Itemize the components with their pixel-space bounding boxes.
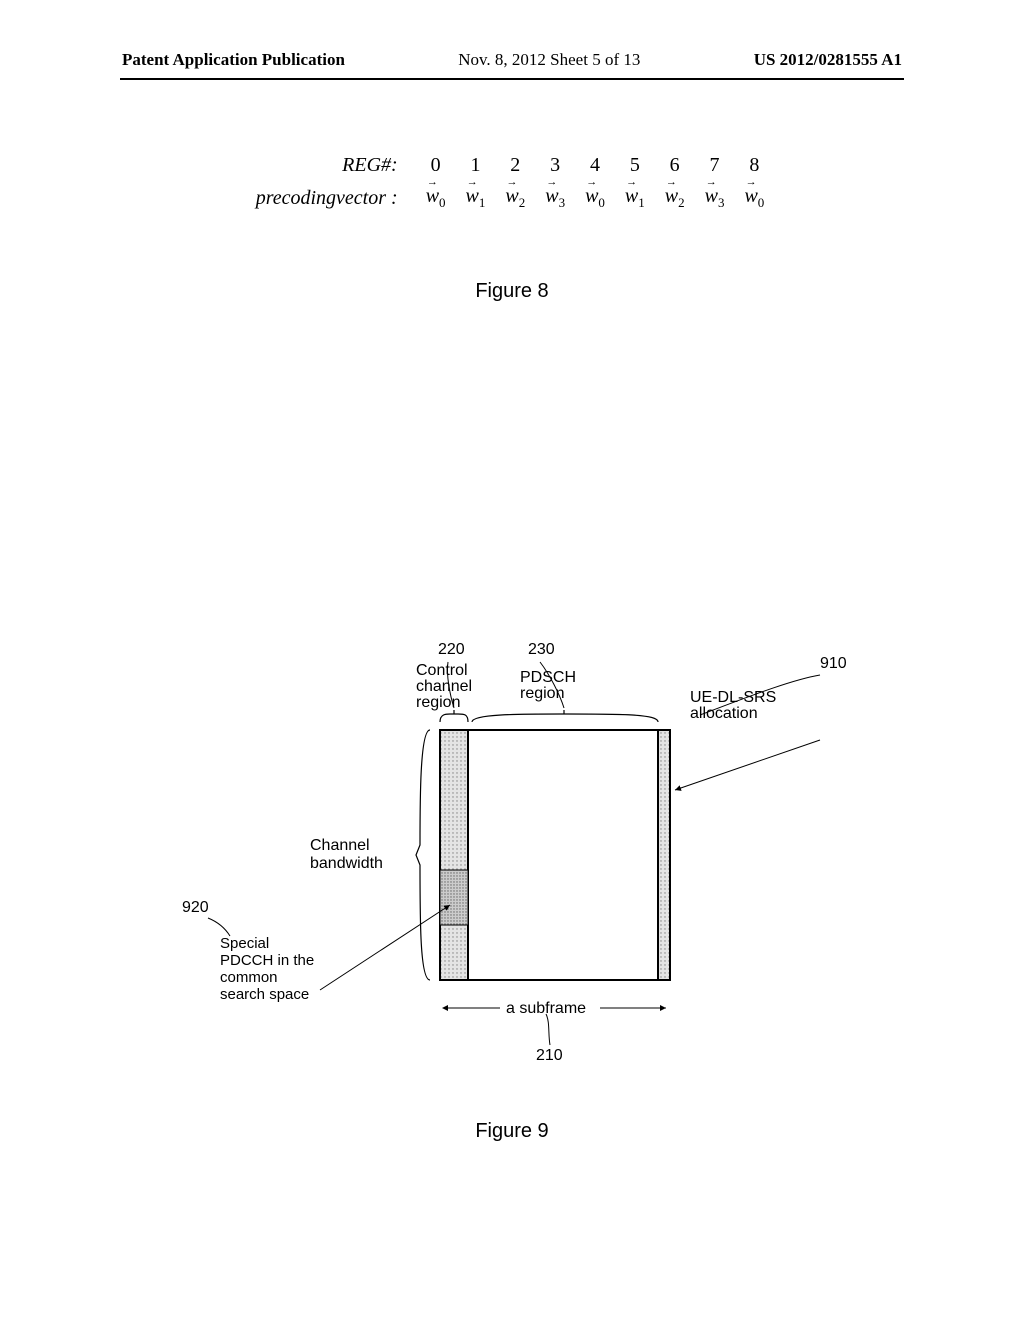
- num-220: 220: [438, 641, 465, 658]
- arrow-srs: [675, 740, 820, 790]
- header-right: US 2012/0281555 A1: [754, 50, 902, 70]
- brace-pdsch: [472, 710, 658, 722]
- special-pdcch-block: [440, 870, 468, 925]
- w-cell: w0: [416, 181, 456, 215]
- num-920: 920: [182, 899, 209, 916]
- control-channel-region: [440, 730, 468, 980]
- header-rule: [120, 78, 904, 80]
- fig9-svg: 220 230 910 Channel bandwidth Control ch…: [120, 620, 904, 1100]
- fig8-caption: Figure 8: [0, 280, 1024, 303]
- arrow-special: [320, 905, 450, 990]
- w-cell: w2: [655, 181, 695, 215]
- w-cell: w0: [734, 181, 774, 215]
- page-header: Patent Application Publication Nov. 8, 2…: [0, 50, 1024, 70]
- num-910: 910: [820, 655, 847, 672]
- control-3: region: [416, 694, 460, 711]
- brace-control: [440, 710, 468, 722]
- srs-1: UE-DL-SRS: [690, 689, 776, 706]
- w-cell: w1: [615, 181, 655, 215]
- w-cell: w0: [575, 181, 615, 215]
- figure-9: 220 230 910 Channel bandwidth Control ch…: [120, 620, 904, 1100]
- leader-210: [546, 1014, 550, 1045]
- special-4: search space: [220, 986, 309, 1003]
- w-cell: w3: [535, 181, 575, 215]
- srs-2: allocation: [690, 705, 758, 722]
- pdsch-2: region: [520, 685, 564, 702]
- special-2: PDCCH in the: [220, 952, 314, 969]
- leader-920: [208, 918, 230, 936]
- subframe-box: [440, 730, 670, 980]
- special-1: Special: [220, 935, 269, 952]
- channel-bandwidth-label-1: Channel: [310, 837, 370, 854]
- control-1: Control: [416, 662, 468, 679]
- control-2: channel: [416, 678, 472, 695]
- w-cell: w2: [495, 181, 535, 215]
- special-3: common: [220, 969, 278, 986]
- ue-dl-srs-strip: [658, 730, 670, 980]
- reg-label: REG#:: [246, 150, 416, 181]
- brace-bandwidth: [416, 730, 430, 980]
- header-center: Nov. 8, 2012 Sheet 5 of 13: [458, 50, 640, 70]
- precoding-label: precodingvector :: [246, 181, 416, 215]
- fig9-caption: Figure 9: [0, 1120, 1024, 1143]
- w-cell: w3: [695, 181, 735, 215]
- header-left: Patent Application Publication: [122, 50, 345, 70]
- pdsch-1: PDSCH: [520, 669, 576, 686]
- figure-8: REG#: 0 1 2 3 4 5 6 7 8 precodingvector …: [200, 150, 820, 215]
- precoding-row: precodingvector : w0 w1 w2 w3 w0 w1 w2 w…: [246, 181, 775, 215]
- channel-bandwidth-label-2: bandwidth: [310, 855, 383, 872]
- num-230: 230: [528, 641, 555, 658]
- num-210: 210: [536, 1047, 563, 1064]
- w-cell: w1: [456, 181, 496, 215]
- fig8-table: REG#: 0 1 2 3 4 5 6 7 8 precodingvector …: [246, 150, 775, 215]
